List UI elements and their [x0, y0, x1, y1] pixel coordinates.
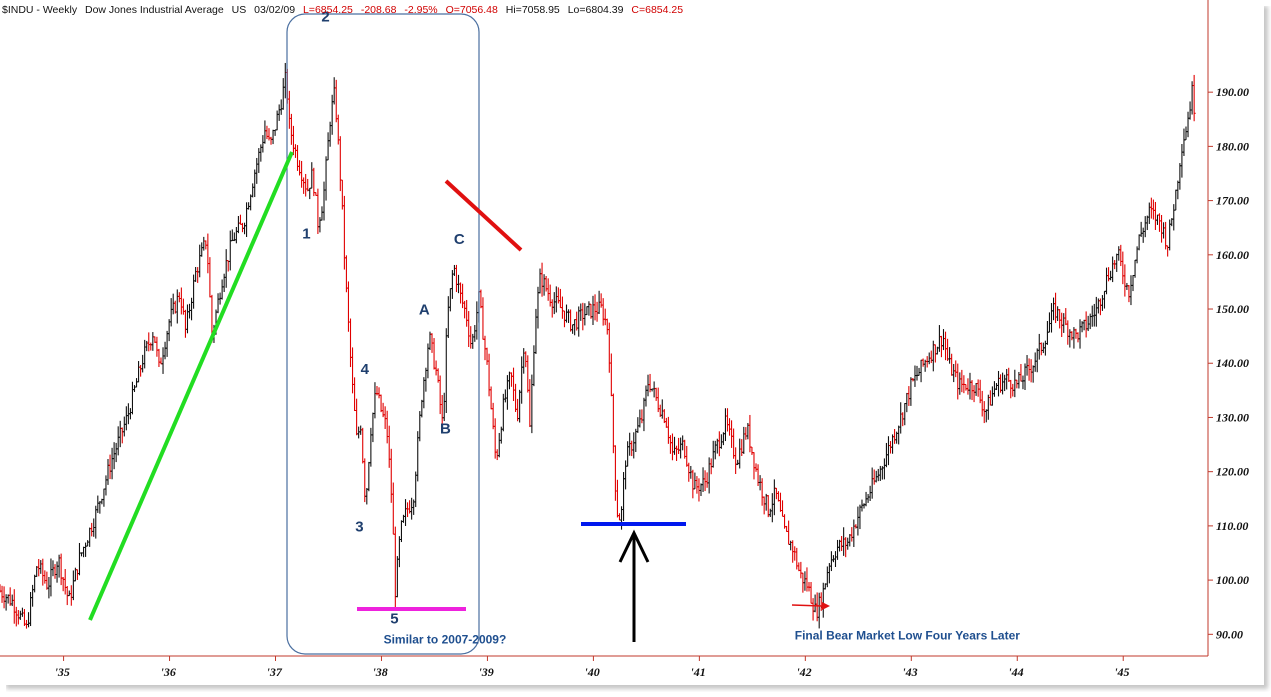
header-lo: Lo=6804.39: [568, 4, 624, 16]
header-exchange: US: [232, 4, 247, 16]
header-name: Dow Jones Industrial Average: [85, 4, 224, 16]
wave-label: 2: [321, 9, 329, 26]
wave-label: A: [419, 301, 430, 318]
price-bars: [0, 62, 1196, 629]
red-arrow: [791, 602, 830, 610]
header-symbol: $INDU - Weekly: [2, 4, 78, 16]
x-axis-ticks: '35 '36 '37 '38 '39 '40 '41 '42 '43 '44 '45: [55, 656, 1130, 679]
wave-label: 3: [355, 518, 363, 535]
header-change-pct: -2.95%: [404, 4, 437, 16]
wave-label: B: [440, 421, 451, 438]
header-close: C=6854.25: [631, 4, 683, 16]
header-date: 03/02/09: [254, 4, 295, 16]
y-tick-label: 160.00: [1216, 248, 1249, 262]
wave-labels: 1 2 3 4 5 A B C: [302, 9, 465, 628]
y-tick-label: 170.00: [1216, 194, 1249, 208]
wave-label: C: [454, 231, 465, 248]
y-tick-label: 180.00: [1216, 139, 1249, 153]
header-open: O=7056.48: [446, 4, 498, 16]
red-trend-line: [444, 179, 523, 252]
x-tick-label: '43: [902, 665, 917, 679]
wave-label: 4: [361, 361, 370, 378]
chart-header: $INDU - Weekly Dow Jones Industrial Aver…: [2, 4, 683, 16]
black-up-arrow: [618, 529, 650, 642]
x-tick-label: '45: [1114, 665, 1129, 679]
y-axis-ticks: 90.00 100.00 110.00 120.00 130.00 140.00 150.0…: [1208, 85, 1249, 641]
x-tick-label: '41: [690, 665, 705, 679]
header-high: Hi=7058.95: [506, 4, 560, 16]
y-tick-label: 100.00: [1216, 573, 1249, 587]
y-tick-label: 190.00: [1216, 85, 1249, 99]
header-low: L=6854.25: [303, 4, 353, 16]
y-tick-label: 90.00: [1216, 627, 1243, 641]
x-tick-label: '39: [478, 665, 493, 679]
header-change: -208.68: [361, 4, 397, 16]
annotation-label: Similar to 2007-2009?: [384, 633, 507, 647]
price-bar: [1192, 74, 1196, 122]
x-tick-label: '35: [55, 665, 70, 679]
wave-label: 1: [302, 226, 310, 243]
x-tick-label: '38: [372, 665, 387, 679]
highlight-box: [286, 13, 480, 655]
x-tick-label: '44: [1008, 665, 1023, 679]
y-tick-label: 120.00: [1216, 465, 1249, 479]
x-tick-label: '36: [161, 665, 176, 679]
y-tick-label: 130.00: [1216, 410, 1249, 424]
wave-label: 5: [390, 610, 398, 627]
x-tick-label: '42: [796, 665, 811, 679]
green-trend-line: [88, 151, 294, 621]
x-tick-label: '40: [584, 665, 599, 679]
y-tick-label: 110.00: [1216, 519, 1248, 533]
chart-annotations: Similar to 2007-2009? Final Bear Market L…: [384, 629, 1021, 647]
annotation-label: Final Bear Market Low Four Years Later: [795, 629, 1021, 643]
x-tick-label: '37: [267, 665, 283, 679]
y-tick-label: 150.00: [1216, 302, 1249, 316]
y-tick-label: 140.00: [1216, 356, 1249, 370]
